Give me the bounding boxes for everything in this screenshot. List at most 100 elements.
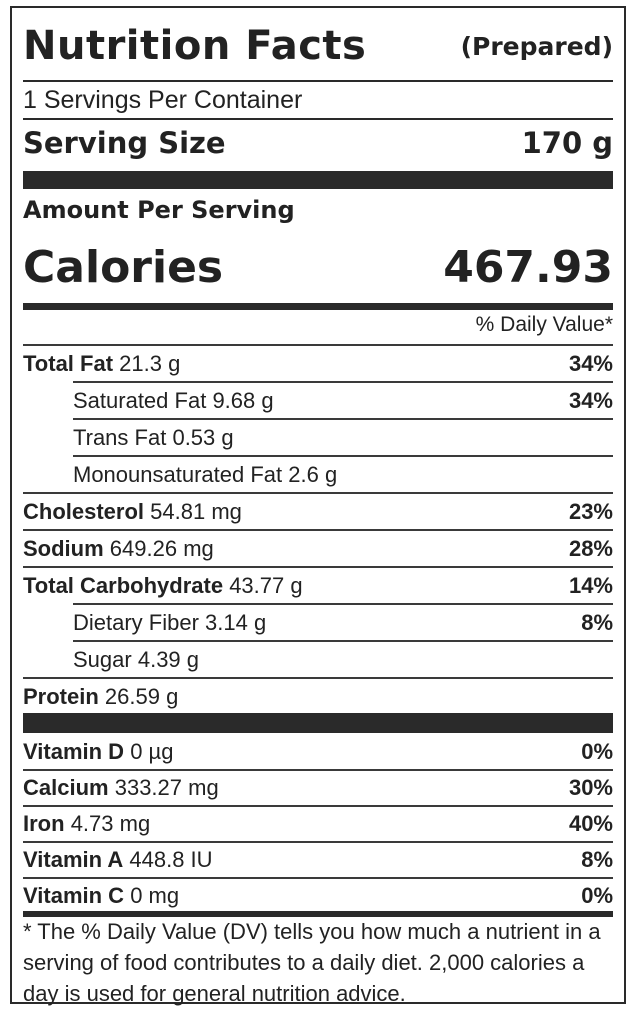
nutrient-daily-value: 23% [568,499,613,524]
nutrient-name: Saturated Fat 9.68 g [23,388,274,414]
nutrient-amount: 54.81 mg [150,499,242,524]
nutrient-divider [23,677,613,679]
vitamin-label: Iron [23,811,65,836]
daily-value-header: % Daily Value* [475,313,613,336]
nutrient-label: Sodium [23,536,104,561]
nutrient-label: Dietary Fiber [73,610,199,635]
calories-value: 467.93 [443,241,613,293]
nutrient-daily-value: 34% [568,388,613,413]
nutrient-label: Trans Fat [73,425,167,450]
header-divider [23,80,613,82]
nutrient-divider [23,566,613,568]
vitamin-divider [23,877,613,879]
vitamin-daily-value: 0% [581,739,613,764]
nutrient-name: Dietary Fiber 3.14 g [23,610,266,636]
nutrient-name: Total Fat 21.3 g [23,351,180,377]
serving-size-row: Serving Size 170 g [23,122,613,164]
serving-size-label: Serving Size [23,126,226,160]
vitamin-name: Iron 4.73 mg [23,811,150,837]
nutrition-facts-label: Nutrition Facts (Prepared) 1 Servings Pe… [10,6,626,1006]
servings-per-container: 1 Servings Per Container [23,86,303,114]
nutrient-divider [73,381,613,383]
vitamin-row: Vitamin A 448.8 IU 8% [23,842,613,878]
nutrient-amount: 43.77 g [229,573,303,598]
calories-divider [23,303,613,310]
nutrient-row: Sodium 649.26 mg 28% [23,531,613,567]
nutrient-name: Total Carbohydrate 43.77 g [23,573,303,599]
nutrient-divider [23,492,613,494]
nutrient-amount: 9.68 g [212,388,274,413]
vitamin-divider [23,769,613,771]
nutrient-name: Monounsaturated Fat 2.6 g [23,462,337,488]
nutrient-amount: 21.3 g [119,351,181,376]
nutrient-label: Total Carbohydrate [23,573,224,598]
vitamin-label: Calcium [23,775,109,800]
thick-divider-top [23,171,613,189]
vitamin-name: Vitamin A 448.8 IU [23,847,213,873]
vitamin-daily-value: 0% [581,883,613,908]
nutrient-row: Total Carbohydrate 43.77 g 14% [23,568,613,604]
vitamin-row: Calcium 333.27 mg 30% [23,770,613,806]
vitamin-name: Vitamin C 0 mg [23,883,179,909]
label-header: Nutrition Facts (Prepared) [23,14,613,78]
nutrient-amount: 3.14 g [205,610,267,635]
vitamin-daily-value: 30% [568,775,613,800]
nutrient-label: Protein [23,684,99,709]
vitamin-row: Vitamin C 0 mg 0% [23,878,613,914]
nutrient-divider [23,529,613,531]
nutrient-amount: 649.26 mg [109,536,214,561]
nutrient-name: Trans Fat 0.53 g [23,425,234,451]
serving-size-value: 170 g [521,126,613,160]
nutrient-label: Cholesterol [23,499,145,524]
vitamin-name: Calcium 333.27 mg [23,775,219,801]
nutrient-name: Sugar 4.39 g [23,647,199,673]
nutrient-amount: 2.6 g [288,462,338,487]
vitamin-amount: 333.27 mg [114,775,219,800]
thick-divider-vitamins [23,713,613,733]
calories-row: Calories 467.93 [23,234,613,300]
vitamin-daily-value: 8% [581,847,613,872]
nutrient-name: Protein 26.59 g [23,684,178,710]
vitamin-name: Vitamin D 0 µg [23,739,173,765]
nutrient-label: Saturated Fat [73,388,207,413]
nutrient-row: Total Fat 21.3 g 34% [23,346,613,382]
servings-divider [23,118,613,120]
calories-label: Calories [23,241,224,293]
vitamin-amount: 4.73 mg [70,811,151,836]
nutrient-amount: 0.53 g [172,425,234,450]
vitamin-divider [23,805,613,807]
nutrient-row: Monounsaturated Fat 2.6 g [23,457,613,493]
vitamin-label: Vitamin A [23,847,124,872]
nutrient-divider [73,455,613,457]
label-inner: Nutrition Facts (Prepared) 1 Servings Pe… [23,8,613,1006]
nutrient-row: Sugar 4.39 g [23,642,613,678]
nutrient-row: Trans Fat 0.53 g [23,420,613,456]
nutrient-amount: 4.39 g [137,647,200,672]
nutrient-daily-value: 28% [568,536,613,561]
nutrient-divider [73,603,613,605]
label-title: Nutrition Facts [23,23,367,69]
vitamin-label: Vitamin C [23,883,125,908]
nutrient-label: Monounsaturated Fat [73,462,283,487]
nutrient-label: Sugar [73,647,132,672]
nutrient-divider [73,418,613,420]
nutrient-label: Total Fat [23,351,114,376]
amount-per-serving: Amount Per Serving [23,196,295,224]
vitamin-divider [23,841,613,843]
nutrient-daily-value: 34% [568,351,613,376]
nutrient-name: Cholesterol 54.81 mg [23,499,242,525]
vitamin-row: Vitamin D 0 µg 0% [23,734,613,770]
daily-value-footnote: * The % Daily Value (DV) tells you how m… [23,919,601,1006]
footnote-divider [23,911,613,917]
vitamin-row: Iron 4.73 mg 40% [23,806,613,842]
vitamin-label: Vitamin D [23,739,125,764]
nutrient-amount: 26.59 g [104,684,179,709]
label-subtitle: (Prepared) [460,31,613,61]
nutrient-row: Cholesterol 54.81 mg 23% [23,494,613,530]
nutrient-divider [73,640,613,642]
nutrient-daily-value: 14% [568,573,613,598]
nutrient-row: Dietary Fiber 3.14 g 8% [23,605,613,641]
nutrient-row: Protein 26.59 g [23,679,613,715]
nutrient-divider [23,344,613,346]
nutrient-daily-value: 8% [581,610,613,635]
